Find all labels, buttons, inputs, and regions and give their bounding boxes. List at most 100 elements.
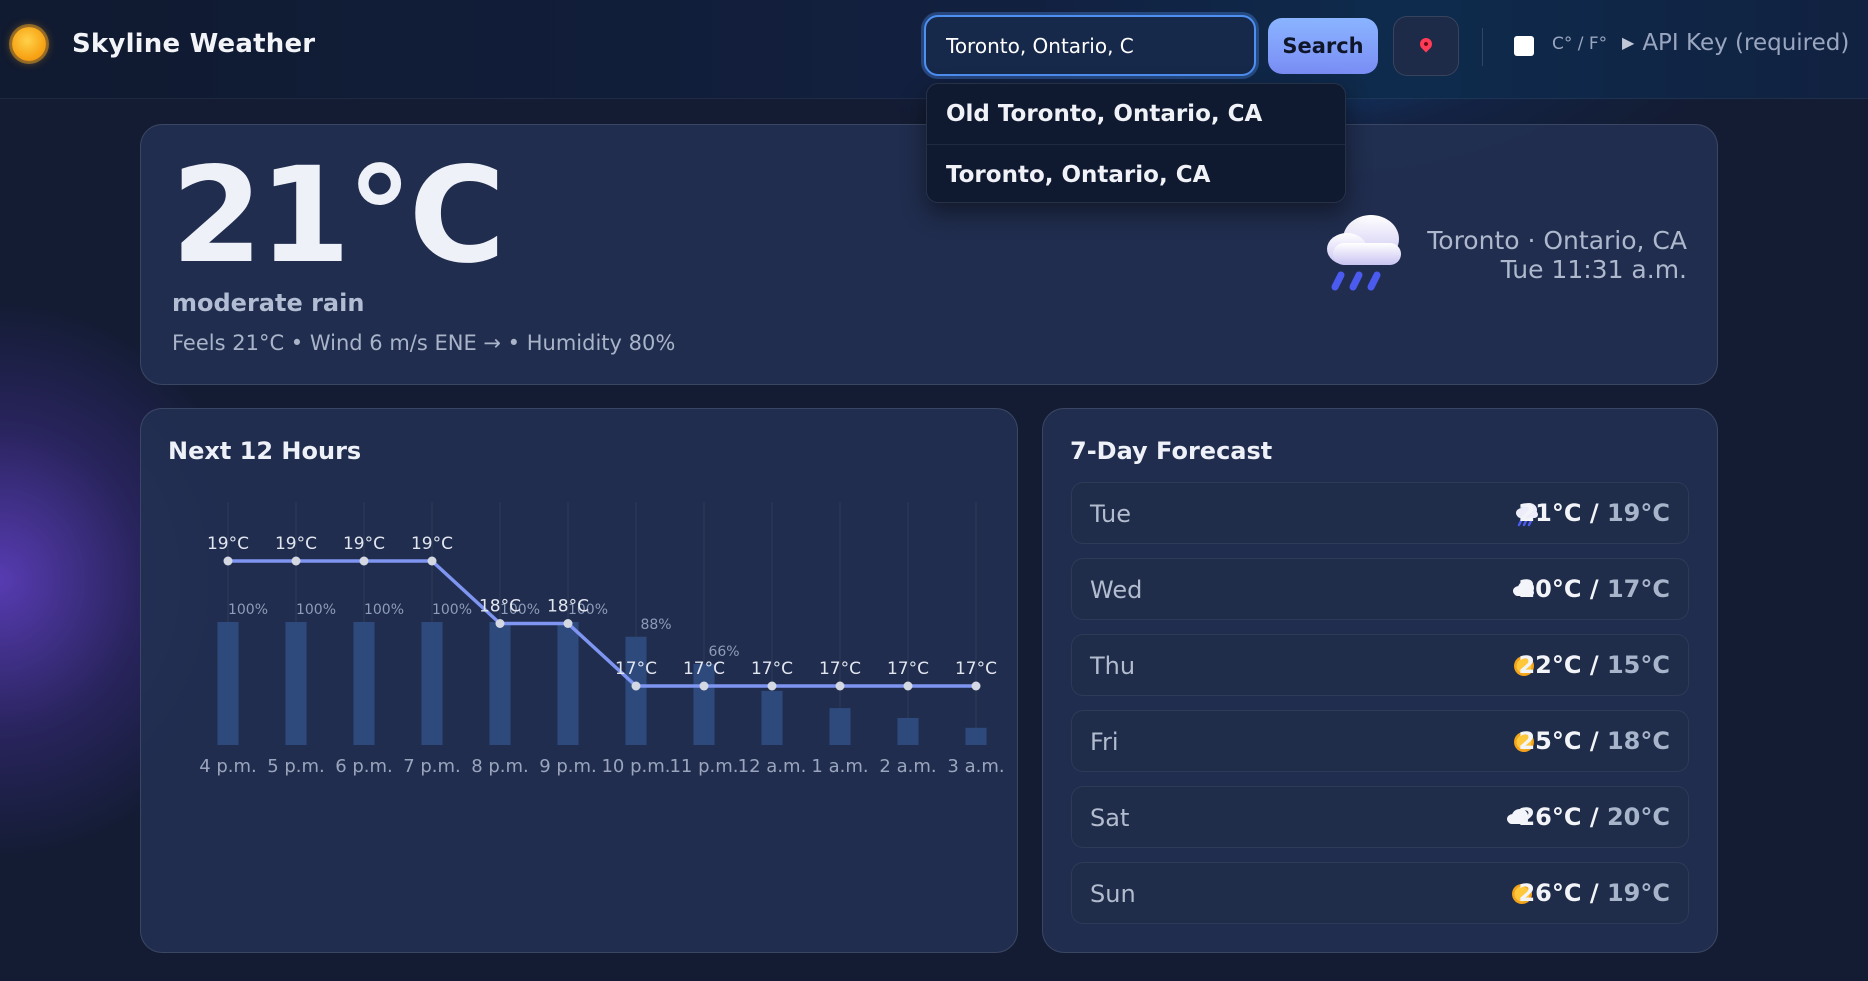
precip-label: 88%: [640, 617, 671, 633]
temperature-label: 18°C: [479, 597, 521, 617]
current-time: Tue 11:31 a.m.: [1500, 255, 1687, 284]
precip-label: 100%: [500, 602, 540, 618]
cloud-rain-icon: [1516, 503, 1538, 527]
temperature-point: [699, 681, 709, 691]
temperature-point: [495, 619, 505, 628]
current-details: Feels 21°C • Wind 6 m/s ENE → • Humidity…: [172, 331, 676, 355]
temperature-label: 18°C: [547, 597, 589, 617]
precip-bar: [897, 717, 919, 745]
suggestion-item[interactable]: Toronto, Ontario, CA: [927, 144, 1345, 202]
day-row: Tue 21°C / 19°C: [1071, 482, 1689, 544]
temperature-label: 17°C: [615, 659, 657, 679]
hourly-title: Next 12 Hours: [168, 437, 362, 465]
temperature-label: 19°C: [207, 534, 249, 554]
temperature-point: [223, 556, 233, 566]
precip-bar: [761, 690, 783, 745]
day-name: Sun: [1090, 880, 1136, 908]
day-high: 20°C: [1518, 575, 1582, 603]
precip-label: 100%: [228, 602, 268, 618]
suggestions-dropdown: Old Toronto, Ontario, CA Toronto, Ontari…: [926, 83, 1346, 203]
precip-label: 100%: [568, 602, 608, 618]
temperature-label: 19°C: [275, 534, 317, 554]
hour-tick-label: 11 p.m.: [669, 756, 738, 777]
precip-bar: [965, 727, 987, 745]
day-name: Wed: [1090, 576, 1143, 604]
day-low: 15°C: [1606, 651, 1670, 679]
hour-tick-label: 7 p.m.: [403, 756, 461, 777]
daily-forecast-card: 7-Day Forecast Tue 21°C / 19°C Wed 20°C …: [1042, 408, 1718, 953]
temperature-point: [631, 681, 641, 691]
temperature-label: 17°C: [955, 659, 997, 679]
day-name: Sat: [1090, 804, 1130, 832]
cloud-rain-icon: [1327, 215, 1401, 291]
day-temps: 21°C / 19°C: [1518, 499, 1670, 527]
day-temps: 20°C / 17°C: [1518, 575, 1670, 603]
temperature-point: [767, 681, 777, 691]
api-key-label: API Key (required): [1642, 30, 1850, 56]
temperature-point: [971, 681, 981, 691]
day-low: 19°C: [1606, 879, 1670, 907]
precip-label: 100%: [432, 602, 472, 618]
precip-bar: [217, 622, 239, 745]
disclosure-triangle-icon: ▶: [1622, 33, 1635, 52]
hour-tick-label: 3 a.m.: [947, 756, 1004, 777]
day-row: Sun 26°C / 19°C: [1071, 862, 1689, 924]
day-name: Tue: [1090, 500, 1131, 528]
day-low: 19°C: [1606, 499, 1670, 527]
day-high: 26°C: [1518, 803, 1582, 831]
header-divider: [1482, 28, 1483, 66]
day-name: Fri: [1090, 728, 1119, 756]
unit-toggle-checkbox[interactable]: [1514, 36, 1534, 56]
precip-bar: [353, 622, 375, 745]
search-input[interactable]: [924, 15, 1256, 76]
day-low: 20°C: [1606, 803, 1670, 831]
top-bar: Skyline Weather Search C° / F° ▶ API Key …: [0, 0, 1868, 99]
day-temps: 22°C / 15°C: [1518, 651, 1670, 679]
current-location: Toronto · Ontario, CA: [1427, 226, 1687, 255]
precip-bar: [557, 622, 579, 745]
cloud-icon: [1513, 581, 1534, 596]
current-weather-card: 21°C moderate rain Feels 21°C • Wind 6 m…: [140, 124, 1718, 385]
day-temps: 26°C / 20°C: [1518, 803, 1670, 831]
hour-tick-label: 4 p.m.: [199, 756, 257, 777]
sun-logo-icon: [12, 27, 46, 61]
temperature-point: [903, 681, 913, 691]
hour-tick-label: 2 a.m.: [879, 756, 936, 777]
day-row: Wed 20°C / 17°C: [1071, 558, 1689, 620]
temperature-point: [359, 556, 369, 566]
unit-toggle-label: C° / F°: [1552, 34, 1608, 54]
sun-icon: [1512, 884, 1532, 904]
day-row: Fri 25°C / 18°C: [1071, 710, 1689, 772]
hour-tick-label: 9 p.m.: [539, 756, 597, 777]
precip-bar: [285, 622, 307, 745]
location-pin-icon: [1417, 35, 1435, 53]
search-button[interactable]: Search: [1268, 18, 1378, 74]
current-condition: moderate rain: [172, 289, 365, 317]
use-location-button[interactable]: [1393, 16, 1459, 76]
sun-icon: [1514, 656, 1534, 676]
precip-label: 66%: [708, 644, 739, 660]
day-high: 25°C: [1518, 727, 1582, 755]
temperature-line: [228, 559, 976, 688]
current-temperature: 21°C: [171, 139, 506, 293]
hour-tick-label: 10 p.m.: [601, 756, 670, 777]
cloud-icon: [1507, 809, 1528, 824]
daily-title: 7-Day Forecast: [1070, 437, 1273, 465]
temperature-label: 17°C: [751, 659, 793, 679]
precip-bar: [489, 622, 511, 745]
day-high: 26°C: [1518, 879, 1582, 907]
hourly-chart: 100% 100% 100% 100% 100% 100% 88% 66% 19°C 19°C 19…: [199, 502, 1005, 777]
suggestion-item[interactable]: Old Toronto, Ontario, CA: [946, 101, 1263, 127]
day-name: Thu: [1090, 652, 1136, 680]
temperature-point: [835, 681, 845, 691]
day-row: Thu 22°C / 15°C: [1071, 634, 1689, 696]
temperature-point: [291, 556, 301, 566]
sun-icon: [1514, 732, 1534, 752]
temperature-point: [427, 556, 437, 566]
hour-tick-label: 5 p.m.: [267, 756, 325, 777]
precip-label: 100%: [296, 602, 336, 618]
api-key-toggle[interactable]: ▶ API Key (required): [1622, 30, 1849, 56]
hour-tick-label: 12 a.m.: [738, 756, 807, 777]
temperature-label: 19°C: [343, 534, 385, 554]
temperature-label: 17°C: [683, 659, 725, 679]
